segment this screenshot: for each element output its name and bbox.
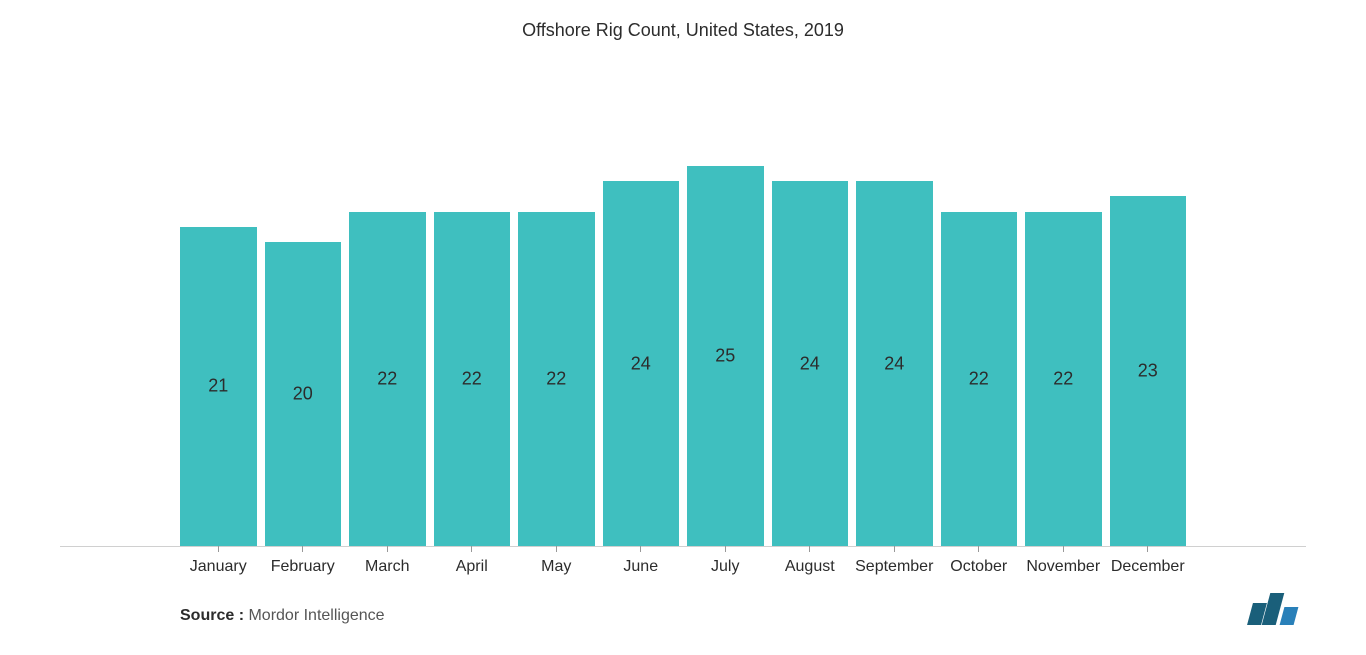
axis-tick [218, 546, 219, 552]
bar-value: 25 [715, 346, 735, 367]
chart-title: Offshore Rig Count, United States, 2019 [60, 20, 1306, 41]
bar-label: April [456, 558, 488, 576]
bar-value: 24 [631, 353, 651, 374]
bar-group: 22May [518, 212, 595, 546]
axis-tick [302, 546, 303, 552]
logo-bar [1280, 607, 1299, 625]
bar: 22 [349, 212, 426, 546]
source-text: Mordor Intelligence [248, 607, 384, 624]
bar-group: 20February [265, 242, 342, 546]
bar: 22 [1025, 212, 1102, 546]
axis-tick [894, 546, 895, 552]
bar: 24 [603, 181, 680, 546]
bar-label: July [711, 558, 739, 576]
bar-value: 22 [462, 368, 482, 389]
axis-tick [387, 546, 388, 552]
bar-value: 22 [1053, 368, 1073, 389]
bar: 24 [856, 181, 933, 546]
bar-group: 24September [856, 181, 933, 546]
bar-label: September [855, 558, 933, 576]
bar-label: November [1026, 558, 1100, 576]
bar-value: 22 [969, 368, 989, 389]
bar-value: 21 [208, 376, 228, 397]
bar-group: 24June [603, 181, 680, 546]
bar-value: 23 [1138, 361, 1158, 382]
axis-tick [471, 546, 472, 552]
source-label: Source : [180, 607, 244, 624]
bar-group: 22April [434, 212, 511, 546]
axis-tick [978, 546, 979, 552]
axis-tick [809, 546, 810, 552]
bar: 25 [687, 166, 764, 546]
bar-label: October [950, 558, 1007, 576]
axis-tick [556, 546, 557, 552]
bar-value: 22 [377, 368, 397, 389]
bar-group: 25July [687, 166, 764, 546]
bar: 20 [265, 242, 342, 546]
bar: 21 [180, 227, 257, 546]
bar: 22 [518, 212, 595, 546]
bar-label: December [1111, 558, 1185, 576]
source-line: Source : Mordor Intelligence [60, 607, 1306, 625]
bar-value: 20 [293, 384, 313, 405]
bar: 24 [772, 181, 849, 546]
chart-area: 21January20February22March22April22May24… [60, 81, 1306, 547]
bar-group: 23December [1110, 196, 1187, 546]
axis-tick [1147, 546, 1148, 552]
axis-tick [1063, 546, 1064, 552]
axis-tick [725, 546, 726, 552]
mordor-logo-icon [1250, 593, 1296, 625]
bar-label: August [785, 558, 835, 576]
bar: 22 [434, 212, 511, 546]
bar: 23 [1110, 196, 1187, 546]
bar-group: 22November [1025, 212, 1102, 546]
bar-value: 24 [884, 353, 904, 374]
bar-value: 22 [546, 368, 566, 389]
chart-container: Offshore Rig Count, United States, 2019 … [0, 0, 1366, 655]
bar-label: January [190, 558, 247, 576]
bar-label: June [623, 558, 658, 576]
bar: 22 [941, 212, 1018, 546]
axis-tick [640, 546, 641, 552]
bar-group: 24August [772, 181, 849, 546]
bar-group: 21January [180, 227, 257, 546]
bar-label: February [271, 558, 335, 576]
bar-label: May [541, 558, 571, 576]
bar-value: 24 [800, 353, 820, 374]
bar-group: 22March [349, 212, 426, 546]
bar-label: March [365, 558, 409, 576]
bar-group: 22October [941, 212, 1018, 546]
